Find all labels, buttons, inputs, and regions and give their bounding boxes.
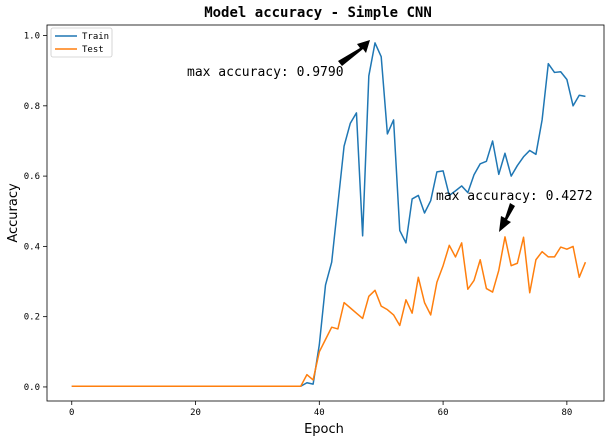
annotation-train-arrow <box>338 40 370 66</box>
y-tick-label: 0.2 <box>24 313 40 323</box>
y-axis-label: Accuracy <box>6 183 21 243</box>
series-line-test <box>71 236 587 387</box>
y-tick-label: 0.4 <box>24 242 40 252</box>
x-tick-label: 80 <box>561 408 572 418</box>
legend-test-label: Test <box>82 45 104 55</box>
chart-title: Model accuracy - Simple CNN <box>204 5 432 21</box>
x-tick-label: 0 <box>69 408 74 418</box>
annotation-test-arrow <box>499 203 515 232</box>
y-tick-label: 1.0 <box>24 32 40 42</box>
x-tick-label: 40 <box>314 408 325 418</box>
y-tick-label: 0.8 <box>24 102 40 112</box>
y-tick-label: 0.6 <box>24 172 40 182</box>
annotation-test-max-text: max accuracy: 0.4272 <box>436 189 593 204</box>
plot-frame <box>46 24 605 402</box>
annotation-train-max: max accuracy: 0.9790 <box>187 40 370 80</box>
annotation-test-max: max accuracy: 0.4272 <box>436 189 593 232</box>
x-axis-label: Epoch <box>304 422 344 437</box>
legend-train-label: Train <box>82 32 109 42</box>
x-tick-label: 20 <box>190 408 201 418</box>
legend: Train Test <box>50 27 113 58</box>
y-tick-label: 0.0 <box>24 383 40 393</box>
x-tick-label: 60 <box>438 408 449 418</box>
annotation-train-max-text: max accuracy: 0.9790 <box>187 65 344 80</box>
